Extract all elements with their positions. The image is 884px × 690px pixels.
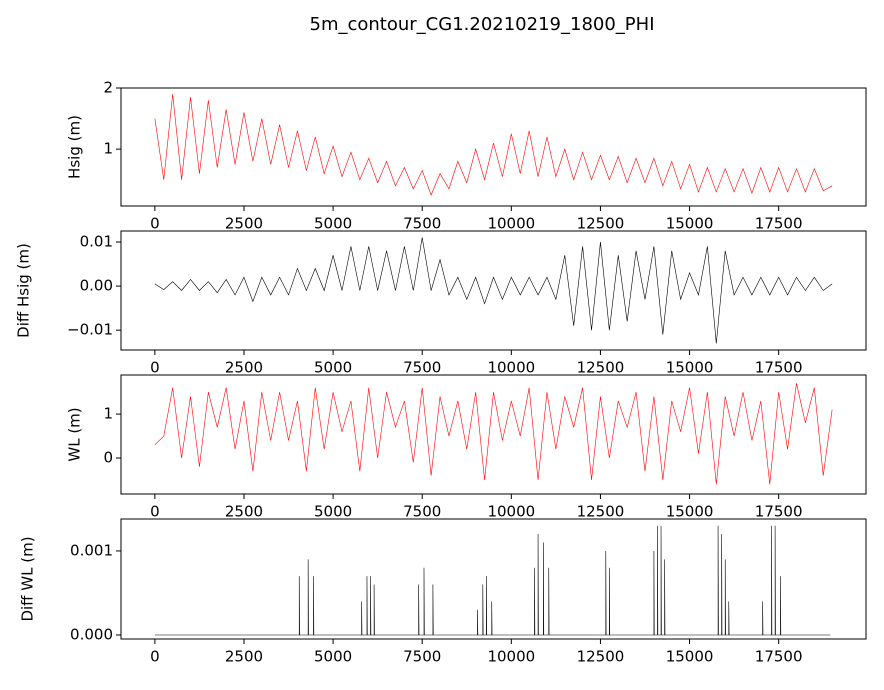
x-tick-label: 5000 <box>314 215 352 233</box>
axes-frame <box>120 374 867 495</box>
x-tick-label: 0 <box>150 648 160 666</box>
y-axis-label: Hsig (m) <box>66 115 84 179</box>
x-tick-label: 17500 <box>755 359 803 377</box>
y-tick-label: 0.00 <box>80 277 113 295</box>
x-tick-label: 12500 <box>577 215 625 233</box>
x-tick-label: 7500 <box>403 359 441 377</box>
x-tick-label: 0 <box>150 359 160 377</box>
y-axis-label: WL (m) <box>66 407 84 461</box>
x-tick-label: 2500 <box>225 215 263 233</box>
y-tick-label: 0.001 <box>70 541 113 559</box>
x-tick-label: 17500 <box>755 215 803 233</box>
axes-frame <box>120 230 867 351</box>
x-tick-label: 7500 <box>403 503 441 521</box>
y-tick-label: 0.000 <box>70 625 113 643</box>
data-line <box>154 237 833 344</box>
x-tick-label: 10000 <box>487 503 535 521</box>
y-axis-label: Diff WL (m) <box>19 536 37 621</box>
x-tick-label: 15000 <box>666 215 714 233</box>
y-tick-label: 1 <box>103 405 113 423</box>
x-tick-label: 0 <box>150 503 160 521</box>
x-tick-label: 0 <box>150 215 160 233</box>
axes-frame <box>120 518 867 640</box>
x-tick-label: 5000 <box>314 503 352 521</box>
data-line <box>154 94 833 196</box>
y-tick-label: 1 <box>103 140 113 158</box>
x-tick-label: 10000 <box>487 648 535 666</box>
x-tick-label: 2500 <box>225 503 263 521</box>
x-tick-label: 15000 <box>666 359 714 377</box>
x-tick-label: 17500 <box>755 503 803 521</box>
x-tick-label: 12500 <box>577 503 625 521</box>
y-tick-label: −0.01 <box>67 321 113 339</box>
axes-background <box>121 519 866 639</box>
data-line <box>154 525 831 636</box>
x-tick-label: 2500 <box>225 648 263 666</box>
x-tick-label: 15000 <box>666 503 714 521</box>
x-tick-label: 10000 <box>487 359 535 377</box>
axes-frame <box>120 87 867 207</box>
x-tick-label: 15000 <box>666 648 714 666</box>
x-tick-label: 5000 <box>314 359 352 377</box>
axes-background <box>121 88 866 206</box>
x-tick-label: 5000 <box>314 648 352 666</box>
x-tick-label: 12500 <box>577 359 625 377</box>
x-tick-label: 12500 <box>577 648 625 666</box>
x-tick-label: 2500 <box>225 359 263 377</box>
x-tick-label: 7500 <box>403 648 441 666</box>
y-tick-label: 0 <box>103 448 113 466</box>
y-tick-label: 2 <box>103 79 113 97</box>
x-tick-label: 17500 <box>755 648 803 666</box>
axes-background <box>121 231 866 350</box>
y-tick-label: 0.01 <box>80 233 113 251</box>
y-axis-label: Diff Hsig (m) <box>15 243 33 338</box>
x-tick-label: 10000 <box>487 215 535 233</box>
x-tick-label: 7500 <box>403 215 441 233</box>
data-line <box>154 383 833 485</box>
figure-title: 5m_contour_CG1.20210219_1800_PHI <box>310 14 655 35</box>
